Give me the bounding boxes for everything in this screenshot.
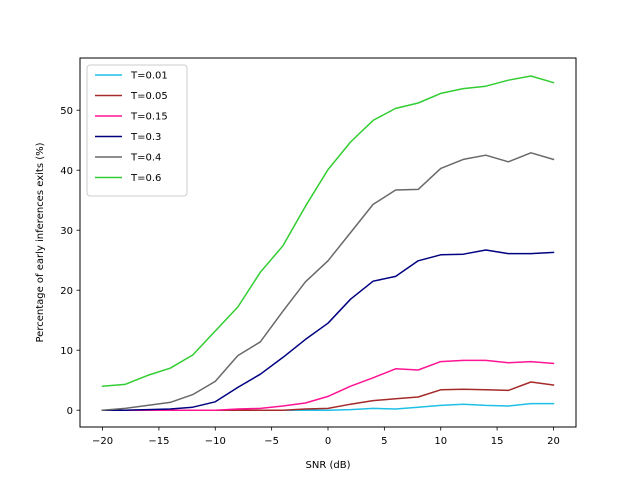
plot-frame (79, 57, 577, 428)
legend-label: T=0.4 (130, 153, 161, 164)
x-tick-label: −5 (264, 436, 279, 447)
y-tick-label: 10 (60, 346, 73, 357)
y-tick-label: 40 (60, 166, 73, 177)
x-axis-label: SNR (dB) (306, 460, 351, 471)
legend-label: T=0.01 (130, 71, 168, 82)
y-tick-label: 50 (60, 106, 73, 117)
y-axis: 0 10 20 30 40 50 (60, 106, 80, 417)
legend-label: T=0.15 (130, 112, 168, 123)
series-line-4 (101, 152, 555, 412)
legend-label: T=0.3 (130, 132, 161, 143)
x-tick-label: 15 (491, 436, 504, 447)
y-tick-label: 30 (60, 226, 73, 237)
x-axis: −20 −15 −10 −5 0 5 10 15 20 (92, 427, 560, 447)
legend-label: T=0.05 (130, 91, 168, 102)
legend: T=0.01 T=0.05 T=0.15 T=0.3 T=0.4 T=0.6 (86, 64, 188, 197)
series-line-5 (101, 75, 555, 388)
y-axis-label: Percentage of early inferences exits (%) (35, 142, 46, 342)
series-line-2 (101, 359, 555, 411)
legend-box (86, 64, 188, 197)
x-tick-label: 5 (381, 436, 387, 447)
series-layer (101, 75, 555, 412)
x-tick-label: 0 (325, 436, 331, 447)
y-tick-label: 0 (67, 406, 73, 417)
y-tick-label: 20 (60, 286, 73, 297)
x-tick-label: −10 (205, 436, 226, 447)
legend-label: T=0.6 (130, 173, 161, 184)
x-tick-label: 20 (547, 436, 560, 447)
x-tick-label: −20 (92, 436, 113, 447)
x-tick-label: 10 (434, 436, 447, 447)
x-tick-label: −15 (148, 436, 169, 447)
series-line-3 (101, 249, 555, 411)
